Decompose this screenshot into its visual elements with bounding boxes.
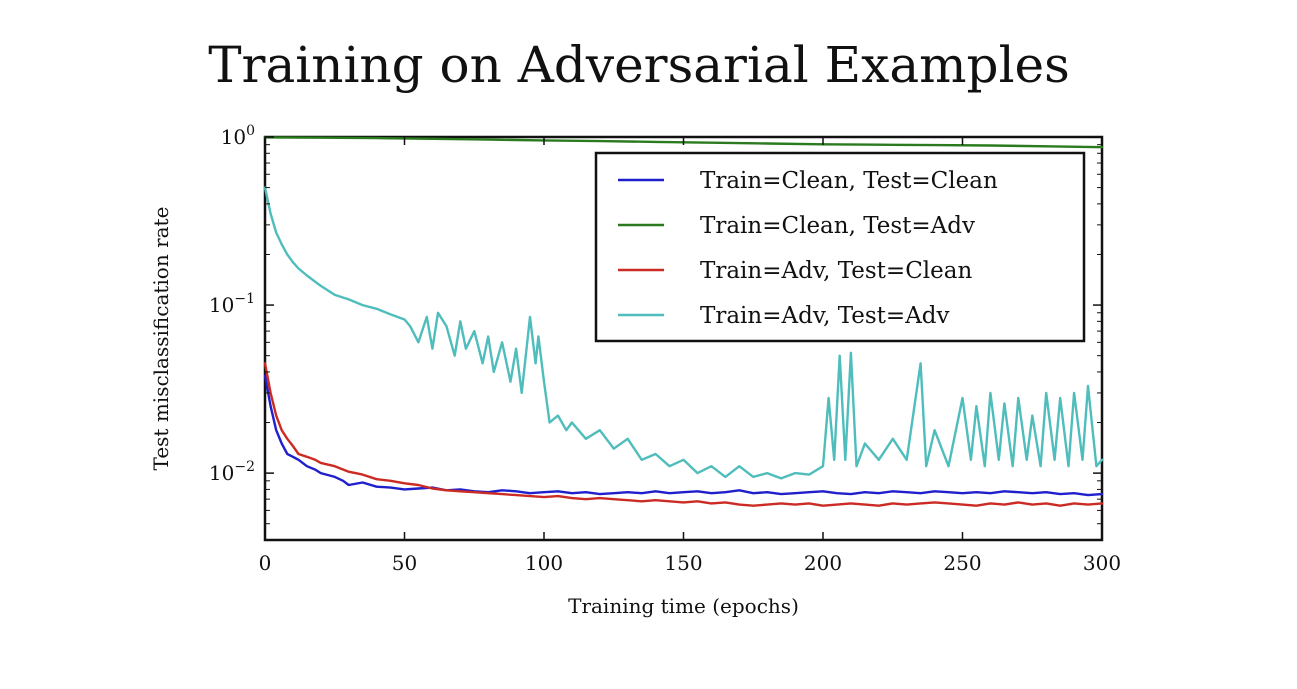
series-line-4 (263, 186, 1104, 480)
legend-label-2: Train=Clean, Test=Adv (700, 213, 975, 239)
y-tick-label: 10−1 (209, 291, 255, 317)
x-tick-label: 0 (259, 551, 272, 575)
legend-frame (594, 151, 1086, 343)
labels-layer: Training time (epochs) Test misclassifica… (149, 207, 799, 618)
y-tick-label: 10−2 (209, 459, 255, 485)
legend-label-4: Train=Adv, Test=Adv (700, 303, 950, 329)
x-tick-label: 250 (943, 551, 981, 575)
series-line-3 (263, 362, 1104, 507)
series-line-1 (263, 374, 1104, 497)
legend-label-1: Train=Clean, Test=Clean (700, 168, 998, 194)
x-tick-label: 50 (392, 551, 417, 575)
x-tick-label: 150 (664, 551, 702, 575)
x-tick-label: 200 (804, 551, 842, 575)
x-axis-label: Training time (epochs) (568, 594, 799, 618)
x-tick-label: 300 (1083, 551, 1121, 575)
x-tick-label: 100 (525, 551, 563, 575)
y-tick-label: 100 (221, 123, 255, 149)
legend-label-3: Train=Adv, Test=Clean (700, 258, 972, 284)
legend: Train=Clean, Test=Clean Train=Clean, Test… (594, 151, 1086, 343)
y-axis-label: Test misclassification rate (149, 207, 173, 471)
ticks-layer: 0 50 100 150 200 250 300 100 10−1 10−2 (209, 123, 1121, 575)
slide-title: Training on Adversarial Examples (208, 36, 1070, 94)
